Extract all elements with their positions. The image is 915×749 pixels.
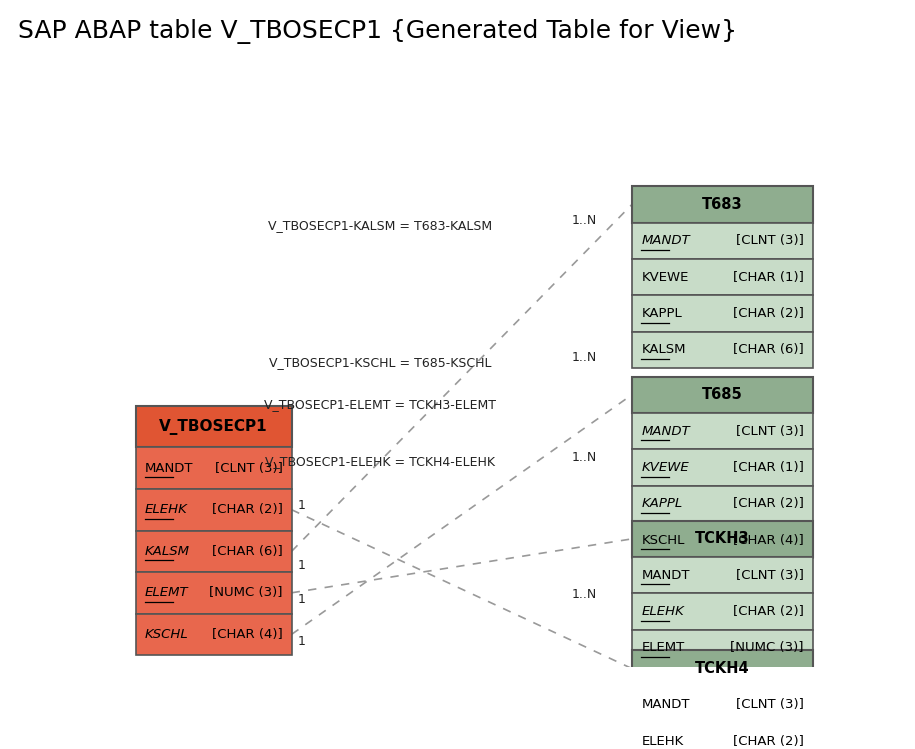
FancyBboxPatch shape	[632, 413, 813, 449]
FancyBboxPatch shape	[135, 530, 292, 572]
FancyBboxPatch shape	[135, 613, 292, 655]
FancyBboxPatch shape	[135, 489, 292, 530]
Text: MANDT: MANDT	[145, 461, 193, 475]
FancyBboxPatch shape	[632, 630, 813, 666]
FancyBboxPatch shape	[632, 650, 813, 687]
Text: KVEWE: KVEWE	[641, 270, 689, 284]
FancyBboxPatch shape	[632, 723, 813, 749]
Text: [CHAR (2)]: [CHAR (2)]	[733, 307, 803, 320]
FancyBboxPatch shape	[632, 377, 813, 413]
Text: MANDT: MANDT	[641, 699, 690, 712]
Text: ELEMT: ELEMT	[641, 641, 684, 655]
FancyBboxPatch shape	[135, 447, 292, 489]
FancyBboxPatch shape	[135, 572, 292, 613]
FancyBboxPatch shape	[632, 593, 813, 630]
Text: ELEMT: ELEMT	[145, 586, 188, 599]
FancyBboxPatch shape	[632, 557, 813, 593]
FancyBboxPatch shape	[632, 259, 813, 295]
Text: 1: 1	[297, 634, 306, 648]
Text: [CLNT (3)]: [CLNT (3)]	[214, 461, 283, 475]
FancyBboxPatch shape	[632, 522, 813, 558]
FancyBboxPatch shape	[632, 485, 813, 522]
Text: [CHAR (6)]: [CHAR (6)]	[211, 545, 283, 558]
Text: [NUMC (3)]: [NUMC (3)]	[730, 641, 803, 655]
Text: KSCHL: KSCHL	[641, 533, 684, 547]
FancyBboxPatch shape	[632, 332, 813, 368]
Text: [CLNT (3)]: [CLNT (3)]	[736, 234, 803, 247]
Text: [CLNT (3)]: [CLNT (3)]	[736, 425, 803, 437]
Text: KSCHL: KSCHL	[145, 628, 188, 641]
Text: 1: 1	[297, 593, 306, 606]
FancyBboxPatch shape	[632, 295, 813, 332]
FancyBboxPatch shape	[632, 449, 813, 485]
Text: [CHAR (2)]: [CHAR (2)]	[733, 497, 803, 510]
Text: V_TBOSECP1-ELEMT = TCKH3-ELEMT: V_TBOSECP1-ELEMT = TCKH3-ELEMT	[264, 398, 496, 410]
Text: V_TBOSECP1-KALSM = T683-KALSM: V_TBOSECP1-KALSM = T683-KALSM	[268, 219, 492, 232]
Text: 1..N: 1..N	[572, 452, 597, 464]
Text: V_TBOSECP1: V_TBOSECP1	[159, 419, 268, 434]
Text: MANDT: MANDT	[641, 234, 690, 247]
Text: V_TBOSECP1-ELEHK = TCKH4-ELEHK: V_TBOSECP1-ELEHK = TCKH4-ELEHK	[265, 455, 495, 468]
Text: [CHAR (6)]: [CHAR (6)]	[733, 343, 803, 357]
Text: [CHAR (1)]: [CHAR (1)]	[733, 270, 803, 284]
Text: KALSM: KALSM	[145, 545, 190, 558]
Text: KAPPL: KAPPL	[641, 497, 683, 510]
Text: T683: T683	[702, 197, 743, 212]
Text: KAPPL: KAPPL	[641, 307, 682, 320]
Text: ELEHK: ELEHK	[145, 503, 188, 516]
Text: MANDT: MANDT	[641, 568, 690, 582]
Text: [CHAR (2)]: [CHAR (2)]	[733, 735, 803, 748]
Text: 1..N: 1..N	[572, 351, 597, 364]
Text: [CHAR (2)]: [CHAR (2)]	[211, 503, 283, 516]
FancyBboxPatch shape	[632, 222, 813, 259]
Text: TCKH4: TCKH4	[695, 661, 749, 676]
Text: KVEWE: KVEWE	[641, 461, 689, 474]
Text: 1: 1	[297, 560, 306, 572]
Text: [CLNT (3)]: [CLNT (3)]	[736, 699, 803, 712]
Text: ELEHK: ELEHK	[641, 735, 684, 748]
FancyBboxPatch shape	[632, 687, 813, 723]
Text: 1..N: 1..N	[572, 214, 597, 227]
Text: V_TBOSECP1-KSCHL = T685-KSCHL: V_TBOSECP1-KSCHL = T685-KSCHL	[269, 356, 491, 369]
FancyBboxPatch shape	[632, 187, 813, 222]
Text: 1..N: 1..N	[572, 588, 597, 601]
Text: [CHAR (4)]: [CHAR (4)]	[733, 533, 803, 547]
Text: KALSM: KALSM	[641, 343, 685, 357]
Text: [CHAR (1)]: [CHAR (1)]	[733, 461, 803, 474]
FancyBboxPatch shape	[632, 521, 813, 557]
Text: [CHAR (4)]: [CHAR (4)]	[211, 628, 283, 641]
Text: ELEHK: ELEHK	[641, 605, 684, 618]
FancyBboxPatch shape	[135, 406, 292, 447]
Text: [CLNT (3)]: [CLNT (3)]	[736, 568, 803, 582]
Text: T685: T685	[702, 387, 743, 402]
Text: [NUMC (3)]: [NUMC (3)]	[209, 586, 283, 599]
Text: MANDT: MANDT	[641, 425, 690, 437]
Text: SAP ABAP table V_TBOSECP1 {Generated Table for View}: SAP ABAP table V_TBOSECP1 {Generated Tab…	[18, 19, 737, 43]
Text: [CHAR (2)]: [CHAR (2)]	[733, 605, 803, 618]
Text: TCKH3: TCKH3	[695, 531, 749, 546]
Text: 1: 1	[297, 499, 306, 512]
